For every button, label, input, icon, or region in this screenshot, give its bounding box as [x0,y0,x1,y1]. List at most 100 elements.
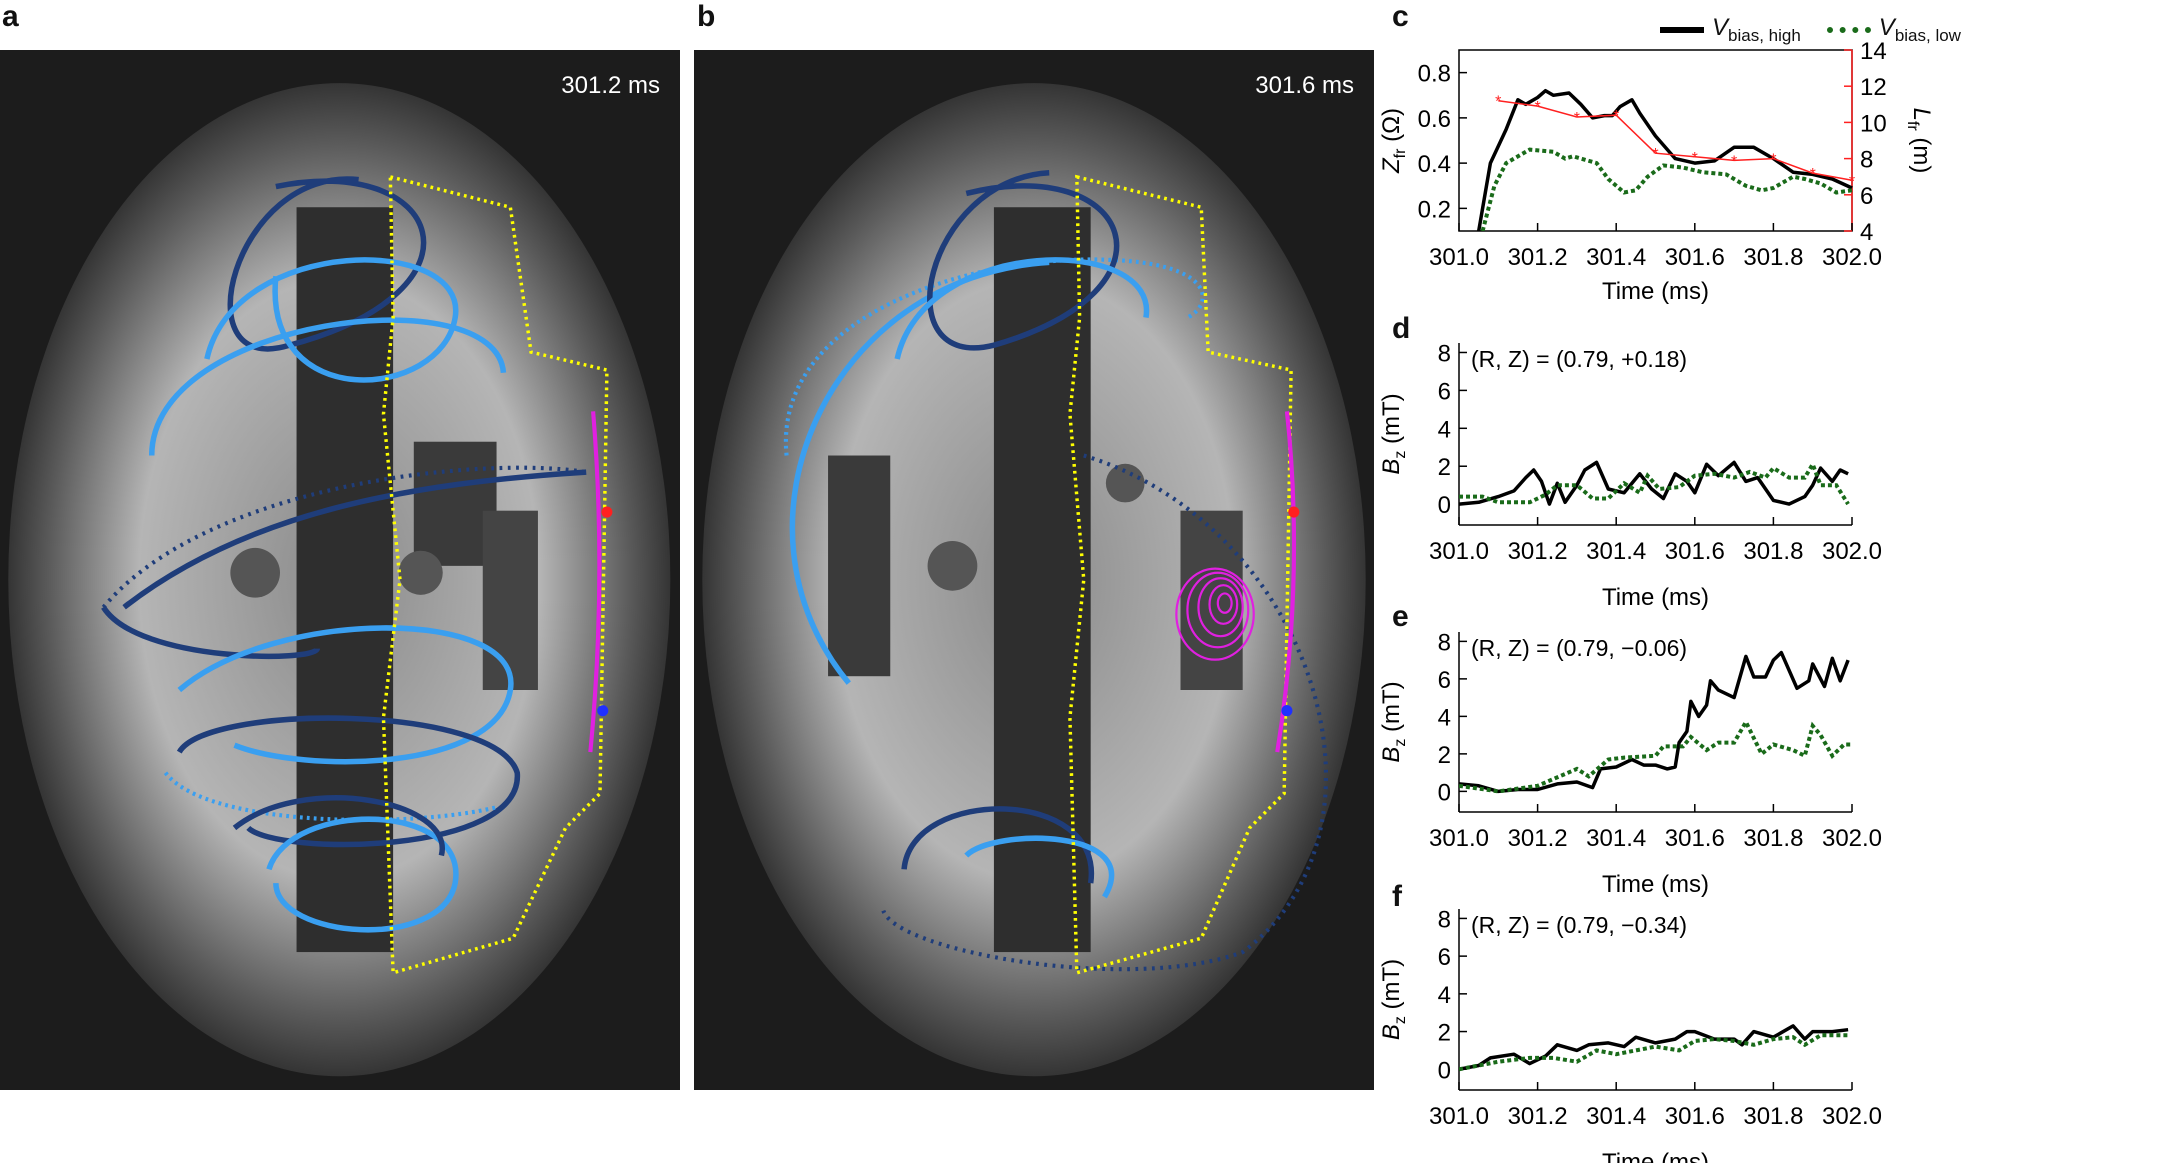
y2-tick-label: 6 [1860,183,1873,210]
y-label-symbol: Z [1378,157,1405,174]
series-lfr-marker: * [1770,152,1776,169]
series-low-line [1459,717,1852,794]
y-tick-label: 0.6 [1418,106,1451,133]
y-label-sub: z [1392,1016,1409,1024]
x-tick-label: 301.0 [1429,825,1489,852]
y2-tick-label: 12 [1860,74,1887,101]
panel-label-f: f [1392,880,1402,913]
timestamp: 301.2 ms [561,72,660,99]
series-high-line [1459,650,1850,794]
legend-symbol: V [1878,14,1895,41]
y-tick-label: 8 [1438,906,1451,933]
panel-label-b: b [697,0,716,33]
y2-axis-label: Lfr (m) [1904,108,1935,174]
y2-tick-label: 4 [1860,219,1873,246]
y-tick-label: 2 [1438,454,1451,481]
panel-label-d: d [1392,312,1411,345]
y-tick-label: 0.8 [1418,61,1451,88]
center-column [993,207,1091,953]
legend-symbol: V [1712,14,1729,41]
probe-marker-blue [597,705,609,717]
y-label-symbol: B [1378,459,1405,475]
y-tick-label: 4 [1438,416,1451,443]
y-tick-label: 2 [1438,742,1451,769]
y2-tick-label: 8 [1860,147,1873,174]
y-tick-label: 6 [1438,944,1451,971]
x-tick-label: 301.4 [1586,244,1646,271]
y-label-sub: z [1392,451,1409,459]
y-axis-label: Bz (mT) [1378,393,1409,474]
series-low-line [1459,459,1850,506]
series-high-line [1459,460,1849,506]
legend-item-high: Vbias, high [1660,14,1801,46]
position-annotation: (R, Z) = (0.79, −0.34) [1471,912,1687,938]
x-tick-label: 302.0 [1822,825,1882,852]
y-label-sub: fr [1392,148,1409,158]
legend-subscript: bias, high [1728,26,1801,45]
y-tick-label: 8 [1438,629,1451,656]
x-tick-label: 301.8 [1743,244,1803,271]
x-tick-label: 301.2 [1508,825,1568,852]
x-axis-label: Time (ms) [1602,278,1709,305]
series-lfr-marker: * [1692,150,1698,167]
legend-swatch-solid [1660,27,1704,33]
y-tick-label: 8 [1438,340,1451,367]
y-axis-label: Bz (mT) [1378,959,1409,1040]
x-tick-label: 301.0 [1429,538,1489,565]
y-tick-label: 0 [1438,779,1451,806]
y2-label-unit: (m) [1908,131,1935,174]
legend-item-low: Vbias, low [1826,14,1961,46]
plot-frame [1458,49,1853,232]
y-tick-label: 4 [1438,982,1451,1009]
probe-marker-blue [1281,705,1293,717]
series-low-line [1459,1033,1849,1072]
y-label-symbol: B [1378,1024,1405,1040]
y-label-unit: (mT) [1378,959,1405,1016]
y-label-unit: (mT) [1378,681,1405,738]
camera-image-b-drawing [694,50,1374,1090]
series-lfr-marker: * [1652,146,1658,163]
x-tick-label: 301.4 [1586,1103,1646,1130]
y-label-sub: z [1392,739,1409,747]
legend-subscript: bias, low [1894,26,1961,45]
flux-rope-contours [1175,567,1255,661]
y-tick-label: 0 [1438,1057,1451,1084]
x-axis-label: Time (ms) [1602,584,1709,611]
y2-label-sub: fr [1904,121,1921,131]
x-tick-label: 301.6 [1665,244,1725,271]
y-tick-label: 2 [1438,1020,1451,1047]
legend: Vbias, high Vbias, low [1660,14,1977,46]
camera-image-a-drawing [0,50,680,1090]
chart-e: 301.0 301.2 301.4 301.6 301.8 302.0 0 2 4 6 8 Time … [1378,629,1882,898]
y-tick-label: 0.2 [1418,196,1451,223]
x-tick-label: 302.0 [1822,244,1882,271]
series-high-line [1476,88,1853,231]
y2-tick-label: 10 [1860,110,1887,137]
series-lfr-marker: * [1495,94,1501,111]
series-lfr-marker: * [1810,166,1816,183]
position-annotation: (R, Z) = (0.79, +0.18) [1471,346,1687,372]
series-high-line [1459,1024,1849,1072]
boundary-dotted-yellow [381,174,609,976]
series-lfr-marker: * [1613,108,1619,125]
y-tick-label: 0.4 [1418,151,1451,178]
x-tick-label: 301.8 [1743,538,1803,565]
series-lfr-marker: * [1731,153,1737,170]
field-line-dotted [101,465,587,609]
y-label-unit: (mT) [1378,393,1405,450]
series-lfr-line [1498,99,1853,182]
series-lfr-marker: * [1574,110,1580,127]
probe-line-magenta [588,411,602,753]
panel-label-c: c [1392,0,1409,33]
chart-f: 301.0 301.2 301.4 301.6 301.8 302.0 0 2 4 6 8 Time … [1378,906,1882,1163]
y-tick-label: 6 [1438,378,1451,405]
x-tick-label: 301.2 [1508,1103,1568,1130]
y-tick-label: 6 [1438,667,1451,694]
y-label-unit: (Ω) [1378,108,1405,149]
chart-d: 301.0 301.2 301.4 301.6 301.8 302.0 0 2 4 6 8 Time … [1378,340,1882,611]
timestamp: 301.6 ms [1255,72,1354,99]
x-tick-label: 301.8 [1743,825,1803,852]
x-tick-label: 301.8 [1743,1103,1803,1130]
x-axis-label: Time (ms) [1602,871,1709,898]
x-tick-label: 301.4 [1586,538,1646,565]
